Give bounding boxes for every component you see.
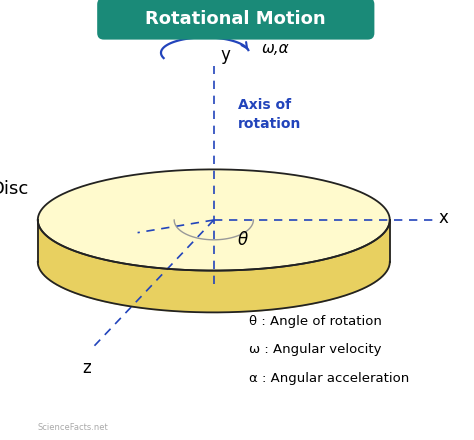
Text: ω,α: ω,α (262, 41, 290, 56)
Polygon shape (38, 169, 390, 271)
Text: Disc: Disc (0, 180, 29, 198)
Text: ScienceFacts.net: ScienceFacts.net (38, 423, 109, 432)
Text: Axis of
rotation: Axis of rotation (238, 98, 301, 131)
Text: α : Angular acceleration: α : Angular acceleration (249, 372, 409, 385)
Text: θ : Angle of rotation: θ : Angle of rotation (249, 315, 382, 328)
Text: x: x (438, 209, 448, 227)
Text: ω : Angular velocity: ω : Angular velocity (249, 343, 382, 356)
Text: z: z (82, 359, 91, 377)
Text: θ: θ (238, 231, 248, 249)
Text: Rotational Motion: Rotational Motion (146, 10, 326, 28)
FancyBboxPatch shape (97, 0, 374, 40)
Polygon shape (38, 220, 390, 312)
Text: y: y (220, 46, 230, 64)
